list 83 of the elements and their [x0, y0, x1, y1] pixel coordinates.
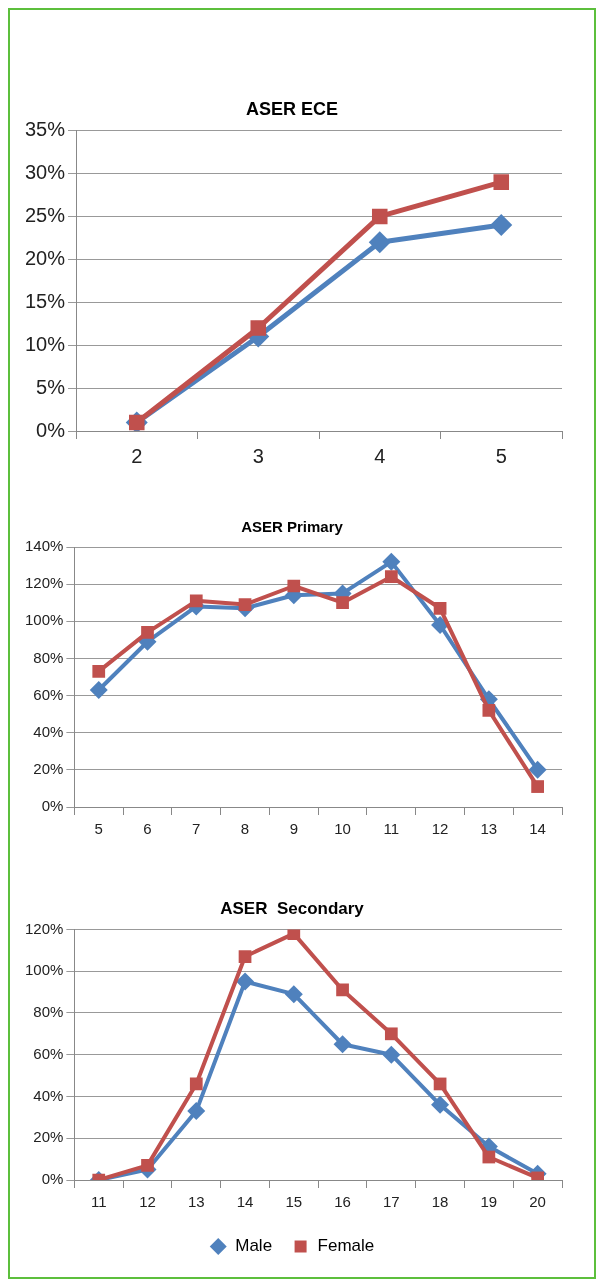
point — [384, 1027, 398, 1041]
point — [89, 681, 108, 699]
point — [482, 704, 496, 717]
x-tick-label: 18 — [431, 1193, 449, 1211]
y-tick-label: 100% — [24, 611, 64, 629]
y-tick-label: 35% — [25, 118, 66, 141]
x-tick-label: 8 — [240, 820, 250, 838]
point — [189, 594, 203, 608]
point — [336, 596, 349, 610]
y-tick-label: 40% — [33, 1086, 64, 1104]
point — [238, 950, 252, 963]
point — [384, 570, 398, 584]
point — [493, 174, 510, 190]
point — [531, 780, 544, 793]
x-tick-label: 13 — [480, 820, 498, 838]
x-tick-label: 6 — [143, 820, 152, 838]
point — [368, 231, 391, 254]
y-tick-label: 60% — [33, 685, 64, 703]
y-tick-label: 60% — [33, 1044, 64, 1062]
y-tick-label: 100% — [24, 961, 64, 979]
y-tick-label: 20% — [33, 760, 64, 777]
point — [284, 985, 303, 1004]
point — [189, 1077, 203, 1091]
chart-title: ASER ECE — [245, 98, 339, 119]
point — [141, 626, 154, 639]
x-tick-label: 4 — [374, 444, 386, 467]
y-tick-label: 5% — [36, 375, 66, 398]
y-tick-label: 20% — [33, 1128, 64, 1146]
y-tick-label: 20% — [25, 246, 66, 269]
x-tick-label: 10 — [334, 820, 351, 838]
x-tick-label: 14 — [236, 1193, 254, 1211]
y-tick-label: 80% — [33, 648, 64, 666]
y-tick-label: 15% — [25, 289, 66, 312]
point — [238, 598, 252, 611]
x-tick-label: 17 — [382, 1193, 400, 1211]
x-tick-label: 3 — [252, 444, 264, 467]
y-tick-label: 10% — [25, 332, 66, 355]
y-tick-label: 0% — [36, 418, 66, 441]
point — [371, 208, 388, 225]
point — [236, 972, 255, 991]
x-tick-label: 15 — [285, 1193, 303, 1211]
point — [92, 665, 106, 678]
x-tick-label: 13 — [187, 1193, 205, 1211]
x-tick-label: 7 — [192, 820, 201, 838]
point — [141, 1159, 154, 1172]
y-tick-label: 0% — [41, 1170, 64, 1188]
x-tick-label: 11 — [90, 1193, 107, 1211]
y-tick-label: 120% — [24, 919, 64, 937]
y-tick-label: 120% — [24, 574, 64, 592]
point — [333, 1035, 352, 1054]
x-tick-label: 5 — [495, 444, 507, 467]
point — [431, 1095, 450, 1114]
point — [382, 1045, 401, 1064]
x-tick-label: 16 — [334, 1193, 351, 1211]
chart-title: ASER Primary — [241, 518, 344, 536]
x-tick-label: 2 — [131, 444, 143, 467]
x-tick-label: 9 — [289, 820, 298, 838]
x-tick-label: 5 — [94, 820, 103, 838]
y-tick-label: 80% — [33, 1003, 64, 1021]
point — [382, 552, 401, 571]
x-tick-label: 19 — [480, 1193, 498, 1211]
point — [187, 1102, 206, 1121]
point — [433, 601, 447, 615]
x-tick-label: 12 — [139, 1193, 156, 1211]
point — [287, 929, 301, 940]
y-tick-label: 25% — [25, 203, 66, 226]
legend-label: Male — [235, 1236, 273, 1256]
point — [250, 320, 267, 336]
y-tick-label: 40% — [33, 722, 64, 740]
point — [490, 214, 513, 237]
y-tick-label: 140% — [24, 537, 64, 555]
x-tick-label: 11 — [383, 820, 400, 838]
point — [336, 983, 349, 997]
x-tick-label: 20 — [529, 1193, 546, 1211]
point — [528, 760, 547, 779]
y-tick-label: 0% — [41, 797, 64, 815]
x-tick-label: 14 — [529, 820, 546, 838]
point — [482, 1150, 496, 1164]
legend-label: Female — [317, 1236, 375, 1256]
y-tick-label: 30% — [25, 161, 66, 184]
point — [287, 579, 301, 593]
x-tick-label: 12 — [431, 820, 449, 838]
chart-title: ASER Secondary — [220, 898, 365, 918]
